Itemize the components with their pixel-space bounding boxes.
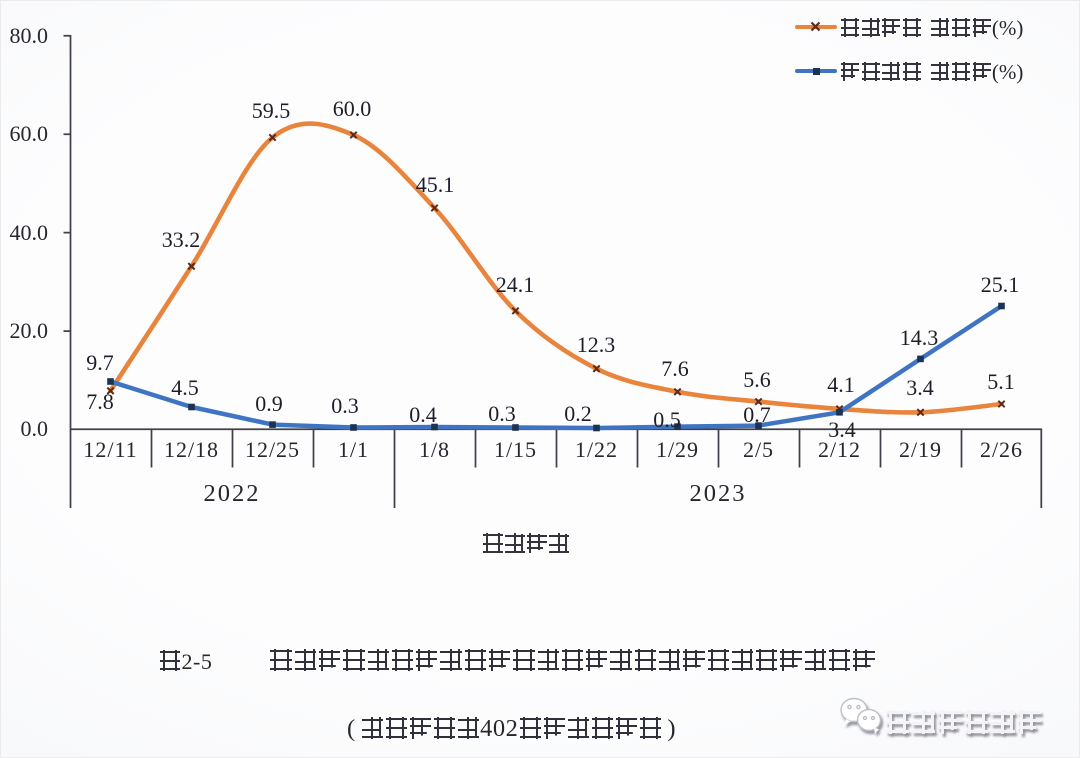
svg-text:24.1: 24.1 xyxy=(496,272,535,297)
svg-text:12/25: 12/25 xyxy=(245,437,300,462)
svg-text:1/22: 1/22 xyxy=(575,437,618,462)
svg-text:1/1: 1/1 xyxy=(338,437,369,462)
svg-text:45.1: 45.1 xyxy=(416,172,455,197)
svg-text:9.7: 9.7 xyxy=(86,350,114,375)
svg-text:2/12: 2/12 xyxy=(818,437,861,462)
svg-text:59.5: 59.5 xyxy=(252,98,291,123)
svg-text:60.0: 60.0 xyxy=(10,121,49,146)
svg-text:60.0: 60.0 xyxy=(333,96,372,121)
svg-text:20.0: 20.0 xyxy=(10,318,49,343)
svg-text:33.2: 33.2 xyxy=(162,227,201,252)
svg-text:1/15: 1/15 xyxy=(494,437,537,462)
svg-text:4.1: 4.1 xyxy=(827,372,855,397)
svg-text:0.3: 0.3 xyxy=(331,393,359,418)
svg-text:12/11: 12/11 xyxy=(83,437,137,462)
svg-text:3.4: 3.4 xyxy=(828,417,856,442)
svg-text:0.9: 0.9 xyxy=(255,391,283,416)
svg-text:0.4: 0.4 xyxy=(409,402,437,427)
svg-text:0.7: 0.7 xyxy=(743,402,771,427)
svg-text:14.3: 14.3 xyxy=(900,325,939,350)
svg-text:40.0: 40.0 xyxy=(10,220,49,245)
svg-text:2023: 2023 xyxy=(690,480,747,507)
svg-text:3.4: 3.4 xyxy=(906,375,934,400)
svg-text:5.6: 5.6 xyxy=(743,367,771,392)
svg-text:2/5: 2/5 xyxy=(743,437,774,462)
svg-text:7.6: 7.6 xyxy=(661,356,689,381)
svg-text:0.3: 0.3 xyxy=(488,401,516,426)
svg-text:1/8: 1/8 xyxy=(419,437,450,462)
svg-text:2022: 2022 xyxy=(204,480,261,507)
svg-text:2/26: 2/26 xyxy=(980,437,1023,462)
svg-text:2/19: 2/19 xyxy=(899,437,942,462)
svg-text:0.0: 0.0 xyxy=(21,416,49,441)
svg-text:0.5: 0.5 xyxy=(653,407,681,432)
svg-text:12.3: 12.3 xyxy=(577,332,616,357)
svg-text:80.0: 80.0 xyxy=(10,23,49,48)
svg-text:4.5: 4.5 xyxy=(171,375,199,400)
svg-text:7.8: 7.8 xyxy=(86,389,114,414)
svg-text:5.1: 5.1 xyxy=(987,369,1015,394)
svg-text:0.2: 0.2 xyxy=(564,401,592,426)
svg-text:25.1: 25.1 xyxy=(981,272,1020,297)
svg-text:12/18: 12/18 xyxy=(164,437,219,462)
svg-text:1/29: 1/29 xyxy=(656,437,699,462)
